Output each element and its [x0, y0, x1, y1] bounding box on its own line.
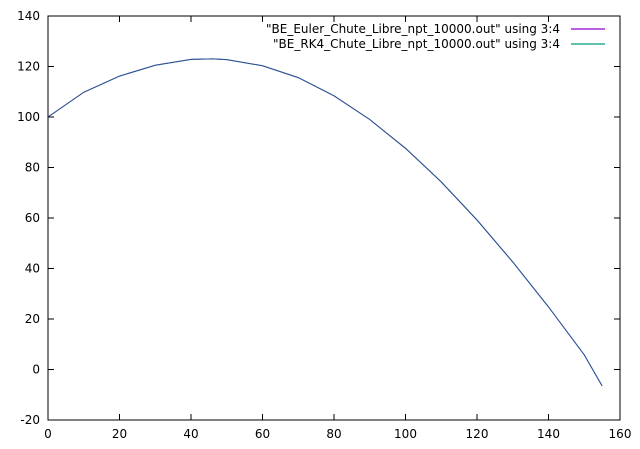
legend-label-1: "BE_Euler_Chute_Libre_npt_10000.out" usi… — [266, 22, 560, 36]
x-tick-label: 20 — [112, 427, 127, 441]
y-tick-label: 80 — [25, 161, 40, 175]
x-tick-label: 40 — [183, 427, 198, 441]
plot-frame — [47, 15, 621, 421]
x-tick-label: 120 — [466, 427, 489, 441]
x-tick-label: 0 — [44, 427, 52, 441]
legend-label-2: "BE_RK4_Chute_Libre_npt_10000.out" using… — [273, 37, 560, 51]
x-tick-label: 60 — [255, 427, 270, 441]
series-line-2 — [47, 58, 603, 387]
x-tick-label: 80 — [326, 427, 341, 441]
y-tick-label: 120 — [17, 60, 40, 74]
x-tick-label: 160 — [609, 427, 632, 441]
y-tick-label: -20 — [20, 413, 40, 427]
legend: "BE_Euler_Chute_Libre_npt_10000.out" usi… — [266, 22, 605, 51]
y-tick-label: 100 — [17, 110, 40, 124]
y-tick-label: 60 — [25, 211, 40, 225]
x-tick-label: 140 — [537, 427, 560, 441]
ticks-layer: 0 20 40 60 80 100 120 140 160 -20 0 20 40 60 80 100 120 1… — [17, 9, 631, 441]
y-tick-label: 40 — [25, 262, 40, 276]
y-tick-label: 20 — [25, 312, 40, 326]
y-tick-label: 140 — [17, 9, 40, 23]
series-layer — [47, 58, 603, 387]
x-tick-label: 100 — [394, 427, 417, 441]
series-line-1 — [47, 58, 603, 387]
y-tick-label: 0 — [32, 363, 40, 377]
